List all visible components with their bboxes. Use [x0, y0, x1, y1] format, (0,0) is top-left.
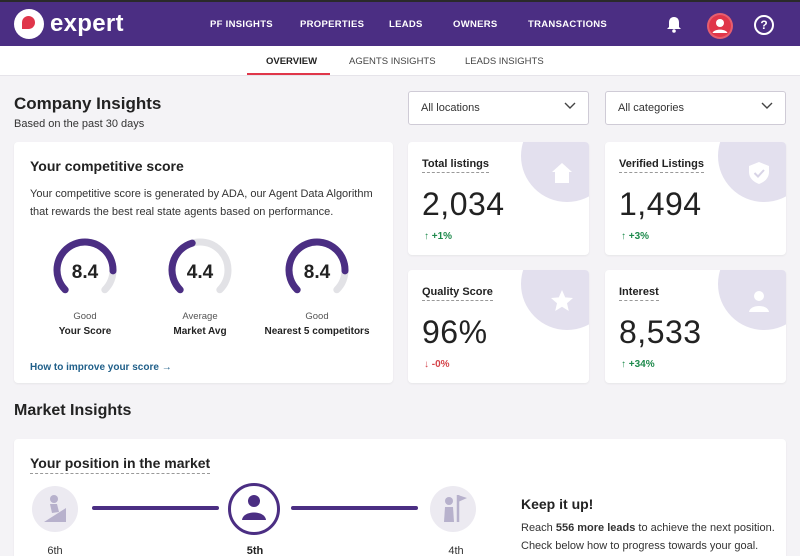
quality-score-card: Quality Score 96% ↓ -0%: [408, 270, 589, 383]
home-icon: [552, 163, 572, 183]
market-position-card: Your position in the market 6th 5th 4th …: [14, 439, 786, 556]
competitors-quality: Good: [305, 311, 329, 322]
sub-tabs: OVERVIEW AGENTS INSIGHTS LEADS INSIGHTS: [0, 46, 800, 76]
keep-it-up-title: Keep it up!: [521, 496, 594, 512]
brand-name: expert: [50, 10, 124, 37]
verified-listings-label: Verified Listings: [619, 158, 704, 173]
person-icon: [749, 291, 769, 312]
interest-label: Interest: [619, 286, 659, 301]
your-score-value: 8.4: [71, 262, 99, 283]
interest-card: Interest 8,533 ↑ +34%: [605, 270, 786, 383]
competitive-score-card: Your competitive score Your competitive …: [14, 142, 393, 383]
market-avg-value: 4.4: [186, 262, 214, 283]
locations-select[interactable]: All locations: [408, 91, 589, 125]
progress-line-left: [92, 506, 219, 510]
total-listings-label: Total listings: [422, 158, 490, 173]
star-icon: [551, 290, 573, 311]
nav-pf-insights[interactable]: PF INSIGHTS: [210, 19, 273, 30]
rung-label-5th: 5th: [246, 545, 264, 556]
keep-it-up-text: Reach 556 more leads to achieve the next…: [521, 519, 786, 555]
tab-leads-insights[interactable]: LEADS INSIGHTS: [465, 56, 544, 67]
nav-properties[interactable]: PROPERTIES: [300, 19, 365, 30]
categories-select[interactable]: All categories: [605, 91, 786, 125]
competitive-score-description: Your competitive score is generated by A…: [30, 188, 373, 218]
nav-transactions[interactable]: TRANSACTIONS: [528, 19, 608, 30]
interest-delta: ↑ +34%: [621, 359, 655, 370]
shield-check-icon: [749, 162, 769, 184]
competitors-label: Nearest 5 competitors: [264, 326, 370, 337]
help-icon[interactable]: ?: [754, 15, 774, 35]
interest-value: 8,533: [619, 314, 702, 350]
rung-5th: [228, 483, 280, 535]
total-listings-delta: ↑ +1%: [424, 231, 453, 242]
rung-6th: [32, 486, 78, 532]
progress-line-right: [291, 506, 418, 510]
your-score-quality: Good: [73, 311, 97, 322]
climbing-person-icon: [44, 495, 66, 522]
quality-score-value: 96%: [422, 314, 488, 350]
market-avg-label: Market Avg: [173, 326, 227, 337]
competitors-value: 8.4: [303, 262, 331, 283]
active-tab-indicator: [247, 73, 330, 75]
nav-leads[interactable]: LEADS: [389, 19, 423, 30]
verified-listings-card: Verified Listings 1,494 ↑ +3%: [605, 142, 786, 255]
market-position-title: Your position in the market: [30, 455, 211, 474]
chevron-down-icon: [761, 102, 773, 109]
brand-logo[interactable]: expert: [14, 9, 124, 39]
your-score-label: Your Score: [58, 326, 112, 337]
bell-icon[interactable]: [666, 16, 682, 33]
page-title: Company Insights: [14, 94, 162, 113]
flag-person-icon: [444, 495, 467, 522]
top-nav-bar: expert PF INSIGHTS PROPERTIES LEADS OWNE…: [0, 0, 800, 46]
user-icon: [712, 19, 728, 33]
keep-text-highlight: 556 more leads: [555, 522, 636, 534]
verified-listings-delta: ↑ +3%: [621, 231, 650, 242]
quality-score-delta: ↓ -0%: [424, 359, 450, 370]
verified-listings-value: 1,494: [619, 186, 702, 222]
logo-mark-icon: [14, 9, 44, 39]
chevron-down-icon: [564, 102, 576, 109]
locations-select-value: All locations: [421, 102, 480, 114]
nav-owners[interactable]: OWNERS: [453, 19, 498, 30]
rung-4th: [430, 486, 476, 532]
keep-text-post: to achieve the next position. Check belo…: [521, 522, 775, 552]
rung-label-6th: 6th: [47, 545, 63, 556]
person-icon: [242, 495, 266, 520]
total-listings-value: 2,034: [422, 186, 505, 222]
quality-score-label: Quality Score: [422, 286, 493, 301]
market-insights-title: Market Insights: [14, 402, 132, 419]
rung-label-4th: 4th: [448, 545, 464, 556]
tab-agents-insights[interactable]: AGENTS INSIGHTS: [349, 56, 436, 67]
improve-score-link[interactable]: How to improve your score →: [30, 362, 172, 373]
competitive-score-title: Your competitive score: [30, 158, 184, 174]
user-avatar-button[interactable]: [707, 13, 733, 39]
categories-select-value: All categories: [618, 102, 685, 114]
total-listings-card: Total listings 2,034 ↑ +1%: [408, 142, 589, 255]
market-avg-quality: Average: [182, 311, 218, 322]
page-subtitle: Based on the past 30 days: [14, 118, 145, 130]
tab-overview[interactable]: OVERVIEW: [266, 56, 318, 67]
competitors-gauge: [285, 238, 349, 294]
keep-text-pre: Reach: [521, 522, 556, 534]
market-avg-gauge: [168, 238, 232, 294]
your-score-gauge: [53, 238, 117, 294]
